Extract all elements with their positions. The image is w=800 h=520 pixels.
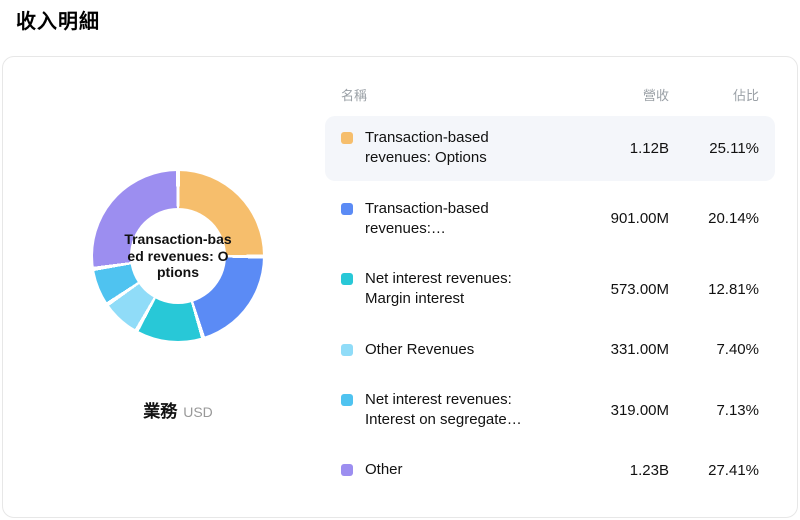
row-name-cell: Other Revenues: [341, 340, 559, 360]
donut-center-label: Transaction-based revenues: Options: [124, 231, 232, 281]
row-revenue: 573.00M: [610, 280, 669, 298]
row-share: 12.81%: [708, 280, 759, 298]
revenue-breakdown-card: Transaction-based revenues: Options 業務 US…: [2, 56, 798, 518]
row-revenue: 319.00M: [610, 401, 669, 419]
table-row[interactable]: Net interest revenues: Interest on segre…: [325, 378, 775, 443]
series-color-swatch: [341, 393, 353, 406]
row-name: Transaction-based revenues:…: [365, 199, 489, 237]
row-name: Transaction-based revenues: Options: [365, 129, 489, 167]
row-name: Net interest revenues: Interest on segre…: [365, 390, 522, 428]
row-name: Other Revenues: [365, 340, 475, 358]
row-name: Net interest revenues: Margin interest: [365, 270, 512, 308]
row-share: 20.14%: [708, 210, 759, 228]
series-color-swatch: [341, 132, 353, 144]
row-revenue: 901.00M: [610, 210, 669, 228]
table-header-row: 名稱 營收 佔比: [325, 79, 775, 116]
table-row[interactable]: Net interest revenues: Margin interest 5…: [325, 257, 775, 322]
table-body: Transaction-based revenues: Options 1.12…: [325, 116, 775, 493]
series-color-swatch: [341, 343, 353, 356]
donut-chart-area: Transaction-based revenues: Options: [93, 171, 263, 341]
header-name: 名稱: [341, 88, 368, 103]
header-share: 佔比: [732, 88, 759, 103]
row-share: 7.40%: [716, 341, 759, 359]
row-share: 27.41%: [708, 461, 759, 479]
row-revenue: 1.12B: [629, 139, 669, 157]
table-row[interactable]: Other Revenues 331.00M 7.40%: [325, 328, 775, 372]
row-share: 25.11%: [709, 139, 759, 157]
row-share: 7.13%: [716, 401, 759, 419]
page-title: 收入明細: [16, 11, 100, 33]
chart-caption: 業務 USD: [93, 397, 263, 422]
table-row[interactable]: Transaction-based revenues:… 901.00M 20.…: [325, 187, 775, 252]
table-row[interactable]: Transaction-based revenues: Options 1.12…: [325, 116, 775, 181]
series-color-swatch: [341, 464, 353, 477]
chart-currency-label: USD: [183, 404, 213, 420]
row-revenue: 331.00M: [610, 341, 669, 359]
row-revenue: 1.23B: [629, 461, 669, 479]
header-revenue: 營收: [642, 88, 669, 103]
donut-hole: [130, 208, 226, 304]
row-name-cell: Net interest revenues: Margin interest: [341, 269, 559, 310]
series-color-swatch: [341, 273, 353, 285]
row-name-cell: Transaction-based revenues: Options: [341, 128, 559, 169]
breakdown-table: 名稱 營收 佔比 Transaction-based revenues: Opt…: [325, 79, 775, 499]
chart-caption-label: 業務: [143, 402, 178, 421]
row-name-cell: Net interest revenues: Interest on segre…: [341, 390, 559, 431]
row-name: Other: [365, 461, 403, 479]
row-name-cell: Other: [341, 460, 559, 480]
series-color-swatch: [341, 202, 353, 215]
row-name-cell: Transaction-based revenues:…: [341, 199, 559, 240]
table-row[interactable]: Other 1.23B 27.41%: [325, 448, 775, 492]
